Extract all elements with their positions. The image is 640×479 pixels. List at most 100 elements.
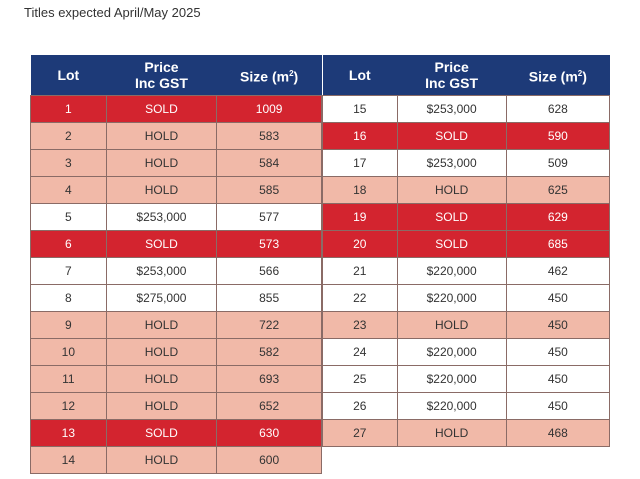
cell-size: 450 bbox=[505, 311, 611, 339]
cell-price: HOLD bbox=[105, 365, 218, 393]
cell-lot: 27 bbox=[322, 419, 398, 447]
cell-size: 468 bbox=[505, 419, 611, 447]
cell-price: HOLD bbox=[105, 311, 218, 339]
table-row: 5 $253,000 577 bbox=[30, 203, 322, 231]
cell-price: SOLD bbox=[396, 230, 507, 258]
header-size-text: Size (m bbox=[528, 68, 578, 85]
cell-price: $220,000 bbox=[396, 257, 507, 285]
cell-lot: 1 bbox=[30, 95, 107, 123]
table-row: 26 $220,000 450 bbox=[322, 392, 611, 420]
cell-size: 590 bbox=[505, 122, 611, 150]
table-row: 27 HOLD 468 bbox=[322, 419, 611, 447]
cell-price: $220,000 bbox=[396, 392, 507, 420]
cell-lot: 21 bbox=[322, 257, 398, 285]
lots-table-right: Lot Price Inc GST Size (m2) 15 $253,000 628… bbox=[322, 55, 611, 447]
cell-size: 577 bbox=[216, 203, 322, 231]
cell-lot: 8 bbox=[30, 284, 107, 312]
cell-price: HOLD bbox=[105, 392, 218, 420]
table-row: 14 HOLD 600 bbox=[30, 446, 322, 474]
cell-size: 693 bbox=[216, 365, 322, 393]
header-lot: Lot bbox=[322, 55, 398, 96]
cell-price: HOLD bbox=[105, 338, 218, 366]
cell-lot: 14 bbox=[30, 446, 107, 474]
cell-lot: 23 bbox=[322, 311, 398, 339]
header-size-end: ) bbox=[582, 68, 587, 85]
table-row: 10 HOLD 582 bbox=[30, 338, 322, 366]
table-row: 12 HOLD 652 bbox=[30, 392, 322, 420]
table-row: 22 $220,000 450 bbox=[322, 284, 611, 312]
cell-size: 584 bbox=[216, 149, 322, 177]
table-row: 13 SOLD 630 bbox=[30, 419, 322, 447]
lots-table-left: Lot Price Inc GST Size (m2) 1 SOLD 1009 2 HOL… bbox=[30, 55, 322, 474]
cell-price: $275,000 bbox=[105, 284, 218, 312]
header-price: Price Inc GST bbox=[106, 55, 217, 96]
cell-size: 450 bbox=[505, 392, 611, 420]
cell-lot: 24 bbox=[322, 338, 398, 366]
cell-price: HOLD bbox=[105, 176, 218, 204]
header-size: Size (m2) bbox=[506, 55, 610, 96]
cell-lot: 25 bbox=[322, 365, 398, 393]
cell-price: SOLD bbox=[105, 419, 218, 447]
cell-size: 685 bbox=[505, 230, 611, 258]
table-row: 4 HOLD 585 bbox=[30, 176, 322, 204]
cell-lot: 26 bbox=[322, 392, 398, 420]
cell-size: 625 bbox=[505, 176, 611, 204]
cell-lot: 17 bbox=[322, 149, 398, 177]
cell-size: 1009 bbox=[216, 95, 322, 123]
header-price-line1: Price bbox=[434, 59, 469, 75]
table-row: 23 HOLD 450 bbox=[322, 311, 611, 339]
cell-lot: 13 bbox=[30, 419, 107, 447]
table-row: 2 HOLD 583 bbox=[30, 122, 322, 150]
cell-lot: 11 bbox=[30, 365, 107, 393]
table-row: 16 SOLD 590 bbox=[322, 122, 611, 150]
table-row: 6 SOLD 573 bbox=[30, 230, 322, 258]
table-row: 20 SOLD 685 bbox=[322, 230, 611, 258]
cell-lot: 18 bbox=[322, 176, 398, 204]
table-row: 24 $220,000 450 bbox=[322, 338, 611, 366]
cell-price: HOLD bbox=[396, 176, 507, 204]
table-header: Lot Price Inc GST Size (m2) bbox=[30, 55, 322, 96]
cell-lot: 20 bbox=[322, 230, 398, 258]
cell-lot: 6 bbox=[30, 230, 107, 258]
header-lot: Lot bbox=[30, 55, 107, 96]
cell-price: SOLD bbox=[396, 203, 507, 231]
cell-lot: 2 bbox=[30, 122, 107, 150]
cell-lot: 3 bbox=[30, 149, 107, 177]
cell-price: $220,000 bbox=[396, 338, 507, 366]
table-row: 8 $275,000 855 bbox=[30, 284, 322, 312]
header-price-line1: Price bbox=[144, 59, 179, 75]
cell-size: 573 bbox=[216, 230, 322, 258]
table-row: 3 HOLD 584 bbox=[30, 149, 322, 177]
cell-price: HOLD bbox=[396, 419, 507, 447]
cell-lot: 9 bbox=[30, 311, 107, 339]
cell-lot: 10 bbox=[30, 338, 107, 366]
header-size: Size (m2) bbox=[216, 55, 322, 96]
cell-size: 629 bbox=[505, 203, 611, 231]
cell-price: $220,000 bbox=[396, 284, 507, 312]
cell-size: 450 bbox=[505, 338, 611, 366]
cell-size: 450 bbox=[505, 365, 611, 393]
table-header: Lot Price Inc GST Size (m2) bbox=[322, 55, 610, 96]
header-size-end: ) bbox=[293, 68, 299, 85]
table-row: 7 $253,000 566 bbox=[30, 257, 322, 285]
cell-price: $253,000 bbox=[105, 203, 218, 231]
cell-lot: 22 bbox=[322, 284, 398, 312]
cell-size: 462 bbox=[505, 257, 611, 285]
cell-lot: 5 bbox=[30, 203, 107, 231]
cell-size: 582 bbox=[216, 338, 322, 366]
cell-size: 566 bbox=[216, 257, 322, 285]
table-row: 11 HOLD 693 bbox=[30, 365, 322, 393]
cell-size: 450 bbox=[505, 284, 611, 312]
cell-lot: 12 bbox=[30, 392, 107, 420]
cell-price: HOLD bbox=[105, 149, 218, 177]
header-size-sup: 2 bbox=[289, 68, 294, 78]
cell-price: HOLD bbox=[105, 122, 218, 150]
cell-size: 585 bbox=[216, 176, 322, 204]
table-row: 17 $253,000 509 bbox=[322, 149, 611, 177]
cell-size: 600 bbox=[216, 446, 322, 474]
cell-lot: 15 bbox=[322, 95, 398, 123]
header-size-text: Size (m bbox=[240, 68, 290, 85]
cell-lot: 7 bbox=[30, 257, 107, 285]
cell-price: $220,000 bbox=[396, 365, 507, 393]
titles-expected-note: Titles expected April/May 2025 bbox=[24, 5, 201, 20]
